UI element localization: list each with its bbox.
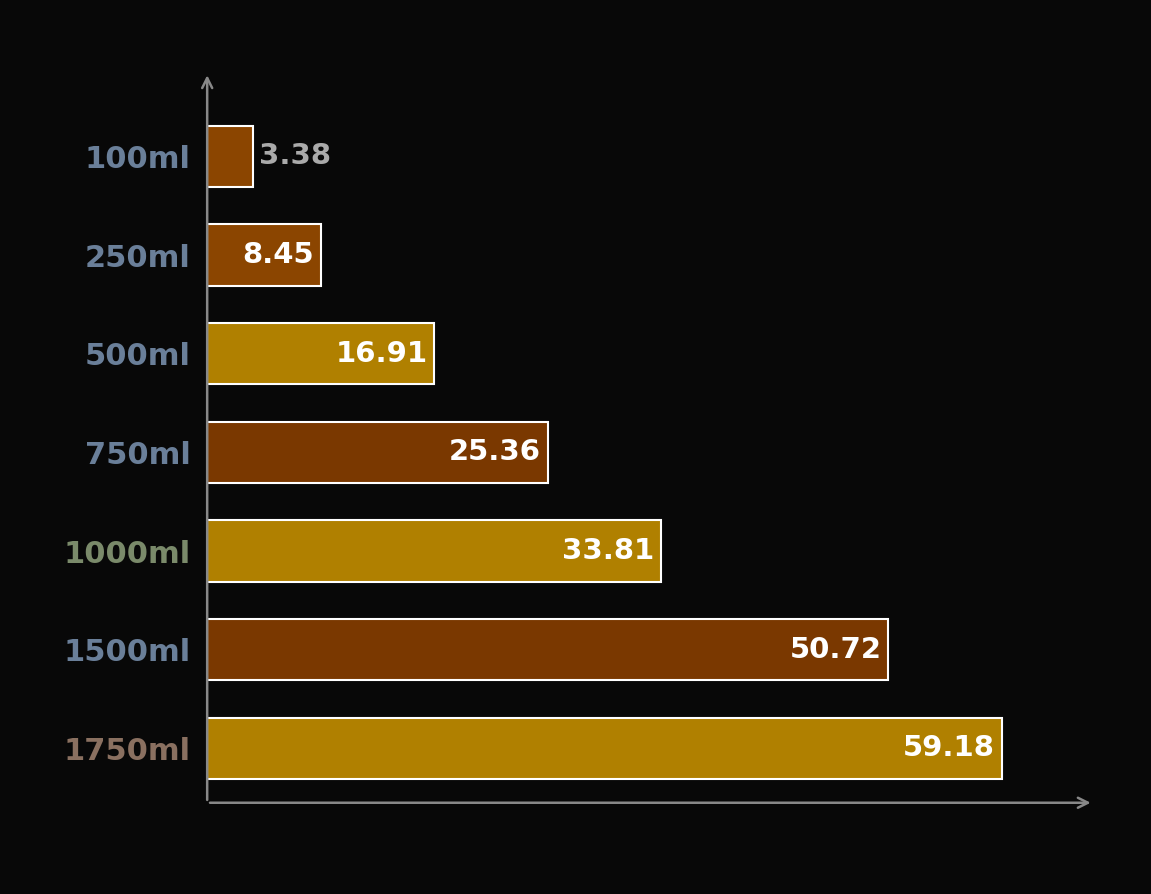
Text: 8.45: 8.45 bbox=[243, 241, 314, 269]
Text: 59.18: 59.18 bbox=[904, 735, 996, 763]
Bar bbox=[207, 126, 252, 187]
Bar bbox=[207, 323, 434, 384]
Text: 3.38: 3.38 bbox=[259, 142, 331, 171]
Text: 16.91: 16.91 bbox=[335, 340, 427, 367]
Bar bbox=[207, 620, 889, 680]
Bar bbox=[207, 422, 548, 483]
Text: 25.36: 25.36 bbox=[449, 438, 541, 467]
Bar bbox=[207, 520, 661, 582]
Text: 50.72: 50.72 bbox=[790, 636, 882, 663]
Bar bbox=[207, 224, 321, 285]
Text: 33.81: 33.81 bbox=[562, 537, 655, 565]
Bar bbox=[207, 718, 1001, 779]
